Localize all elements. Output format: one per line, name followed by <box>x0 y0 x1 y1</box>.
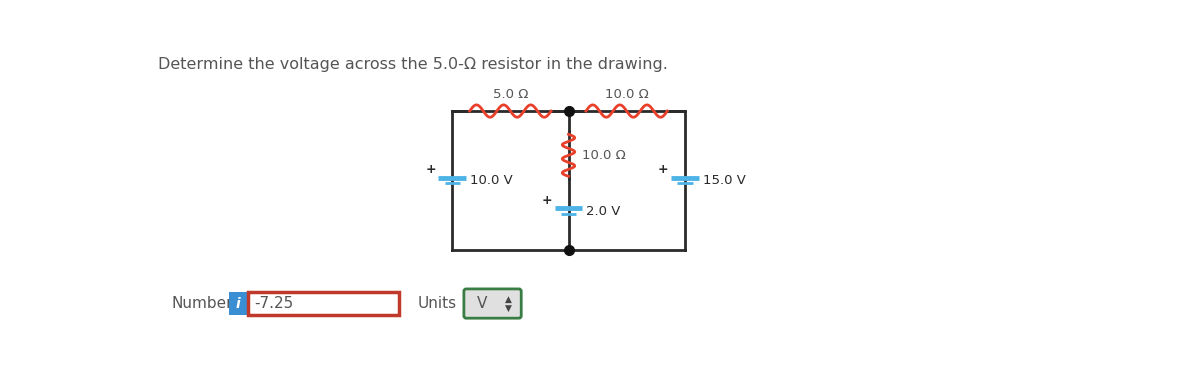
FancyBboxPatch shape <box>464 289 521 318</box>
Text: Number: Number <box>172 296 233 311</box>
Text: Units: Units <box>418 296 456 311</box>
FancyBboxPatch shape <box>229 292 247 315</box>
Text: 15.0 V: 15.0 V <box>702 174 745 187</box>
Text: 10.0 Ω: 10.0 Ω <box>605 88 648 101</box>
Text: 10.0 V: 10.0 V <box>470 174 512 187</box>
Text: +: + <box>425 163 436 176</box>
Text: +: + <box>541 194 552 207</box>
Text: 5.0 Ω: 5.0 Ω <box>493 88 528 101</box>
Text: -7.25: -7.25 <box>254 296 294 311</box>
Text: 2.0 V: 2.0 V <box>587 205 620 218</box>
Text: ▲: ▲ <box>505 295 512 304</box>
Text: 10.0 Ω: 10.0 Ω <box>582 149 626 162</box>
Text: Determine the voltage across the 5.0-Ω resistor in the drawing.: Determine the voltage across the 5.0-Ω r… <box>157 57 667 72</box>
Text: i: i <box>236 296 241 310</box>
Text: +: + <box>658 163 668 176</box>
Text: ▼: ▼ <box>505 304 512 313</box>
FancyBboxPatch shape <box>247 292 398 315</box>
Text: V: V <box>478 296 487 311</box>
